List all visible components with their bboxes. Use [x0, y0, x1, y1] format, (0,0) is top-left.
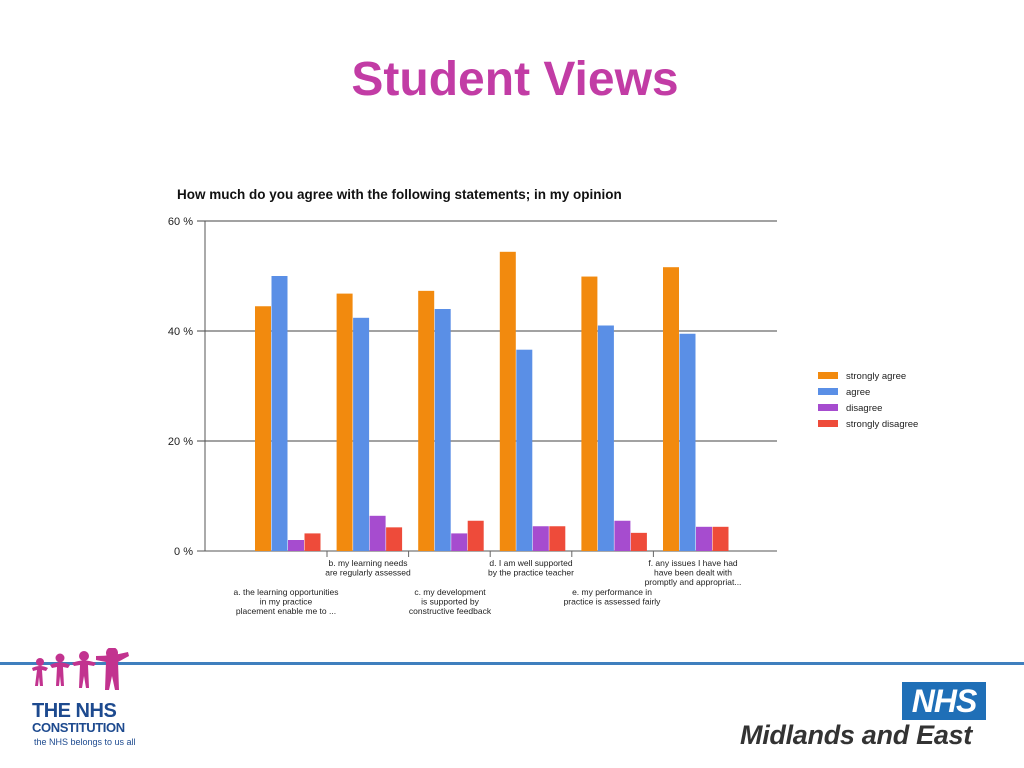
bar-strongly-agree — [336, 293, 353, 551]
x-tick-label: d. I am well supported by the practice te… — [488, 558, 574, 578]
bar-strongly-disagree — [304, 533, 321, 551]
y-tick-label: 0 % — [174, 546, 193, 558]
bar-disagree — [288, 540, 304, 551]
bar-disagree — [696, 526, 712, 551]
y-tick-label: 20 % — [168, 436, 193, 448]
legend-label: agree — [846, 387, 870, 398]
bar-agree — [434, 309, 451, 551]
nhs-midlands-east-logo: NHS Midlands and East — [740, 682, 1000, 762]
bar-strongly-agree — [418, 290, 435, 551]
legend-label: strongly disagree — [846, 419, 918, 430]
bar-agree — [679, 333, 696, 551]
chart-title: How much do you agree with the following… — [177, 187, 622, 202]
y-tick-label: 40 % — [168, 326, 193, 338]
constitution-title: THE NHS — [32, 700, 117, 722]
bar-strongly-agree — [663, 267, 679, 551]
bar-strongly-disagree — [467, 520, 484, 551]
legend-swatch — [818, 420, 838, 427]
bar-strongly-disagree — [630, 532, 647, 551]
footer-divider — [0, 662, 1024, 665]
bar-disagree — [369, 515, 386, 551]
bar-disagree — [532, 526, 549, 551]
bar-strongly-agree — [499, 251, 516, 552]
legend-swatch — [818, 372, 838, 379]
bar-strongly-agree — [581, 276, 598, 551]
bar-strongly-disagree — [386, 527, 403, 551]
region-name: Midlands and East — [740, 720, 972, 750]
legend-label: strongly agree — [846, 371, 906, 382]
bar-agree — [516, 349, 533, 551]
bar-agree — [271, 276, 288, 551]
nhs-constitution-logo: THE NHS CONSTITUTION the NHS belongs to … — [24, 648, 144, 758]
bar-strongly-disagree — [712, 526, 729, 551]
legend-swatch — [818, 404, 838, 411]
y-tick-label: 60 % — [168, 216, 193, 228]
legend-label: disagree — [846, 403, 882, 414]
bar-disagree — [614, 520, 631, 551]
slide-title: Student Views — [351, 53, 679, 106]
family-figures-icon — [32, 648, 129, 690]
x-tick-label: f. any issues I have had have been dealt … — [645, 558, 742, 587]
nhs-badge: NHS — [902, 682, 986, 720]
x-tick-label: e. my performance in practice is assessed… — [564, 587, 662, 607]
constitution-tagline: the NHS belongs to us all — [34, 737, 136, 747]
constitution-subtitle: CONSTITUTION — [32, 720, 125, 735]
x-tick-label: c. my development is supported by construc… — [409, 587, 492, 616]
bar-disagree — [451, 533, 468, 551]
bar-strongly-disagree — [549, 526, 566, 551]
bar-strongly-agree — [255, 306, 271, 551]
legend-swatch — [818, 388, 838, 395]
x-tick-label: b. my learning needs are regularly assess… — [325, 558, 411, 578]
nhs-badge-text: NHS — [911, 683, 978, 719]
bar-agree — [597, 325, 614, 551]
bar-agree — [353, 317, 370, 551]
x-tick-label: a. the learning opportunities in my pract… — [234, 587, 339, 616]
